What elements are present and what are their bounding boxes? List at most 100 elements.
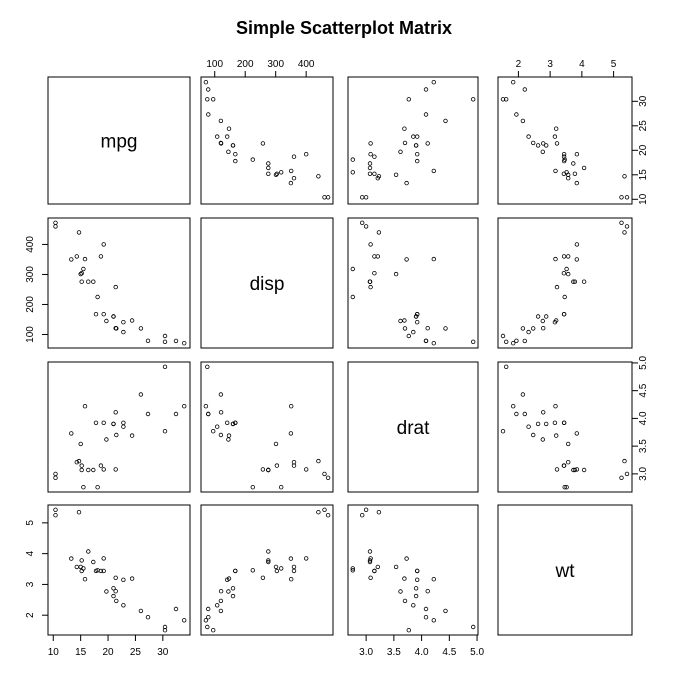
data-point (226, 433, 232, 438)
data-point (415, 568, 420, 574)
panel-wt-vs-wt: wt (497, 504, 633, 636)
data-point (350, 568, 355, 573)
data-point (553, 404, 558, 409)
data-point (522, 338, 527, 344)
data-point (93, 568, 99, 574)
data-point (218, 589, 224, 594)
data-point (304, 556, 309, 561)
data-point (205, 606, 211, 612)
data-point (322, 471, 327, 477)
data-point (218, 608, 224, 614)
tick-label: 10 (48, 647, 60, 658)
data-point (206, 615, 211, 620)
data-point (129, 433, 135, 438)
data-point (53, 507, 58, 512)
data-point (504, 339, 509, 344)
data-point (423, 87, 429, 92)
data-point (561, 254, 567, 259)
data-point (368, 284, 373, 290)
data-point (218, 392, 224, 397)
panel-mpg-vs-disp (200, 76, 334, 205)
tick-label: 3.5 (638, 439, 649, 453)
data-point (291, 460, 297, 465)
tick-label: 30 (157, 647, 169, 658)
data-point (322, 195, 327, 200)
data-point (325, 475, 331, 480)
data-point (411, 134, 416, 139)
data-point (368, 151, 373, 157)
data-point (260, 575, 266, 580)
data-point (101, 242, 106, 247)
data-point (304, 151, 309, 157)
data-point (79, 271, 84, 276)
data-point (95, 485, 100, 490)
panel-frame (497, 76, 633, 205)
data-point (325, 513, 331, 518)
data-point (230, 593, 236, 599)
data-point (145, 615, 151, 620)
chart-title: Simple Scatterplot Matrix (236, 18, 452, 38)
data-point (250, 568, 255, 573)
data-point (360, 195, 365, 200)
data-point (398, 318, 403, 324)
data-point (350, 294, 355, 300)
data-point (372, 568, 377, 574)
data-point (402, 126, 407, 131)
data-point (619, 220, 624, 225)
data-point (402, 576, 407, 581)
data-point (368, 556, 373, 561)
data-point (91, 467, 96, 473)
data-point (162, 339, 168, 344)
data-point (561, 171, 567, 176)
data-point (554, 284, 560, 290)
data-point (114, 598, 119, 604)
data-point (574, 151, 580, 157)
data-point (91, 559, 96, 565)
panel-frame (200, 217, 334, 349)
data-point (53, 475, 58, 480)
data-point (114, 432, 119, 438)
right-axis-drat: 3.0 3.5 4.0 4.5 5.0 (631, 356, 649, 481)
data-point (233, 568, 238, 574)
data-point (402, 318, 407, 323)
data-point (562, 485, 567, 490)
data-point (413, 593, 419, 599)
data-point (76, 510, 82, 515)
panel-disp-vs-mpg (47, 217, 191, 349)
data-point (205, 624, 210, 630)
variable-label-disp: disp (250, 274, 285, 295)
data-point (404, 257, 409, 262)
panel-frame (200, 504, 334, 636)
data-point (526, 134, 531, 139)
data-point (368, 242, 373, 247)
data-point (145, 338, 151, 343)
variable-label-wt: wt (555, 561, 576, 582)
tick-label: 3 (25, 581, 36, 587)
data-point (79, 558, 84, 563)
data-point (574, 242, 580, 247)
data-point (431, 168, 436, 174)
data-point (316, 510, 321, 515)
panel-disp-vs-drat (347, 217, 479, 349)
data-point (415, 158, 420, 164)
data-point (402, 326, 408, 331)
data-point (552, 134, 558, 139)
data-point (113, 410, 118, 415)
data-point (289, 404, 294, 409)
data-point (113, 589, 118, 594)
tick-label: 400 (25, 236, 36, 253)
panel-frame (497, 504, 633, 636)
data-point (561, 151, 567, 157)
data-point (206, 112, 211, 117)
data-point (367, 549, 373, 554)
tick-label: 4 (579, 59, 585, 70)
data-point (273, 441, 279, 447)
data-point (622, 458, 627, 464)
data-point (138, 608, 144, 614)
data-point (514, 411, 519, 417)
panel-disp-vs-wt (497, 217, 633, 349)
data-point (350, 170, 355, 175)
panel-wt-vs-disp (200, 504, 334, 636)
